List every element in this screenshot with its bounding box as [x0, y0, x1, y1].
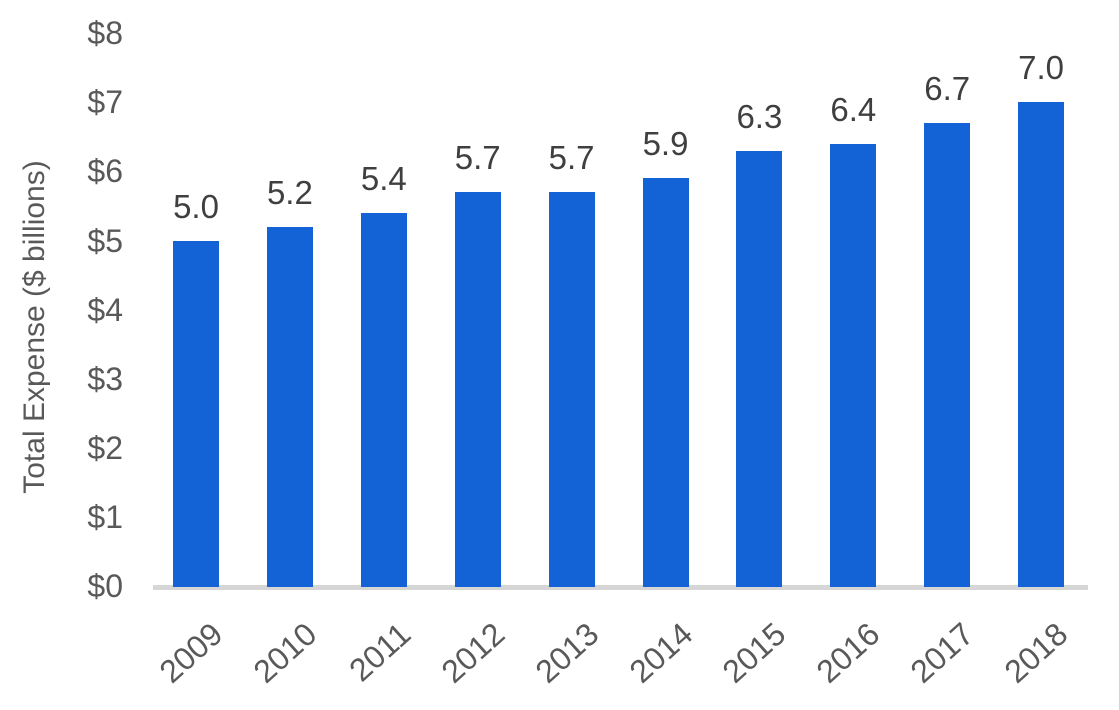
bar-2009 — [173, 240, 219, 587]
y-tick-label: $6 — [87, 153, 123, 190]
bar-value-label: 6.4 — [830, 90, 877, 128]
bar-2017 — [924, 123, 971, 587]
bar-2015 — [736, 150, 783, 587]
y-tick-label: $1 — [87, 498, 123, 535]
bar-value-label: 6.3 — [736, 97, 783, 135]
y-tick-label: $7 — [87, 84, 123, 121]
x-axis-line — [153, 585, 1088, 590]
bar-2010 — [266, 226, 313, 587]
bar-value-label: 5.7 — [454, 139, 501, 177]
x-tick-label: 2018 — [997, 615, 1075, 690]
bar-value-label: 5.0 — [173, 187, 219, 225]
y-tick-label: $8 — [87, 15, 123, 52]
bar-2011 — [360, 212, 407, 587]
y-tick-label: $5 — [87, 222, 123, 259]
bar-2014 — [642, 178, 689, 587]
y-tick-label: $3 — [87, 360, 123, 397]
bar-2018 — [1018, 102, 1065, 587]
bar-value-label: 5.9 — [642, 125, 689, 163]
bar-value-label: 5.2 — [266, 173, 313, 211]
bar-value-label: 6.7 — [924, 70, 971, 108]
y-tick-label: $2 — [87, 429, 123, 466]
y-tick-label: $0 — [87, 568, 123, 604]
bar-value-label: 5.7 — [548, 139, 595, 177]
y-tick-label: $4 — [87, 291, 123, 328]
bar-value-label: 7.0 — [1018, 49, 1065, 87]
bar-2012 — [454, 192, 501, 587]
bar-value-label: 5.4 — [360, 159, 407, 197]
bar-2013 — [548, 192, 595, 587]
bar-2016 — [830, 143, 877, 587]
